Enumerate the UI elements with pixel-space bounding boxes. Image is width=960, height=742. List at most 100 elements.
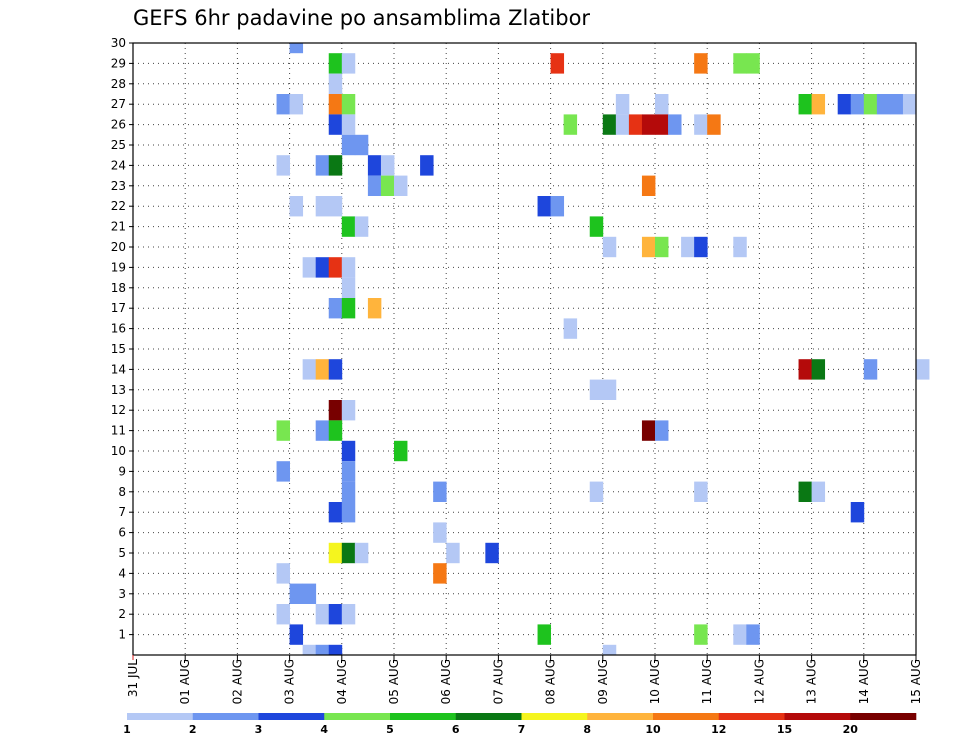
heatmap-cell (341, 481, 356, 502)
x-axis-ticks: 31 JUL 01 AUG 02 AUG 03 AUG 04 AUG 05 AUG 06 A… (126, 655, 923, 704)
chart-title: GEFS 6hr padavine po ansamblima Zlatibor (133, 6, 591, 30)
x-tick-label: 05 AUG (387, 659, 401, 704)
heatmap-cell (276, 461, 290, 482)
y-tick-label: 27 (111, 97, 126, 111)
colorbar-segment (784, 713, 851, 720)
heatmap-cell (380, 155, 395, 176)
heatmap-cell (863, 359, 878, 380)
y-tick-label: 22 (111, 199, 126, 213)
heatmap-cell (367, 298, 382, 319)
x-tick-label: 06 AUG (439, 659, 453, 704)
y-tick-label: 1 (118, 628, 126, 642)
heatmap-cell (602, 379, 617, 400)
heatmap-cell (302, 359, 317, 380)
heatmap-cell (315, 644, 330, 655)
heatmap-cell (694, 53, 708, 74)
x-tick-label: 13 AUG (805, 659, 819, 704)
heatmap-cell (302, 583, 317, 604)
heatmap-cell (341, 114, 356, 135)
x-tick-label: 31 JUL (126, 659, 140, 697)
heatmap-cell (655, 236, 669, 258)
heatmap-cell (694, 481, 708, 502)
y-tick-label: 19 (111, 260, 126, 274)
heatmap-cell (537, 624, 551, 645)
colorbar: 1 2 3 4 5 6 7 8 10 12 15 20 (123, 713, 917, 736)
y-tick-label: 23 (111, 179, 126, 193)
x-tick-label: 03 AUG (283, 659, 297, 704)
x-tick-label: 10 AUG (648, 659, 662, 704)
heatmap-cell (276, 155, 290, 176)
heatmap-cell (341, 257, 356, 278)
heatmap-cell (328, 114, 343, 135)
colorbar-segment (587, 713, 654, 720)
heatmap-cell (341, 216, 356, 237)
heatmap-cell (276, 94, 290, 115)
heatmap-cell (550, 53, 565, 74)
y-tick-label: 15 (111, 342, 126, 356)
heatmap-cell (837, 94, 852, 115)
heatmap-cell (889, 94, 904, 115)
heatmap-cell (746, 624, 760, 645)
heatmap-cell (798, 481, 812, 502)
heatmap-cell (916, 359, 930, 380)
heatmap-cell (589, 481, 604, 502)
heatmap-cell (707, 114, 721, 135)
heatmap-cell (354, 542, 369, 564)
heatmap-cell (563, 318, 578, 339)
heatmap-cell (746, 53, 760, 74)
heatmap-cell (341, 94, 356, 115)
heatmap-cell (315, 257, 330, 278)
heatmap-cell (550, 196, 565, 217)
heatmap-cell (602, 236, 617, 258)
x-tick-label: 12 AUG (752, 659, 766, 704)
heatmap-cell (341, 604, 356, 625)
heatmap-cell (341, 53, 356, 74)
heatmap-cell (341, 542, 356, 564)
heatmap-cell (354, 216, 369, 237)
grid-lines (133, 43, 916, 655)
colorbar-segment (455, 713, 522, 720)
y-tick-label: 7 (118, 505, 126, 519)
x-tick-label: 07 AUG (491, 659, 505, 704)
colorbar-label: 7 (518, 723, 526, 736)
heatmap-cell (328, 196, 343, 217)
heatmap-cell (628, 114, 643, 135)
heatmap-cell (681, 236, 695, 258)
heatmap-cell (902, 94, 917, 115)
heatmap-cell (733, 236, 747, 258)
y-tick-label: 29 (111, 56, 126, 70)
colorbar-segment (127, 713, 194, 720)
heatmap-cell (289, 624, 304, 645)
heatmap-cell (394, 440, 408, 462)
y-tick-label: 2 (118, 607, 126, 621)
y-axis-ticks: 1234567891011121314151617181920212223242… (111, 36, 133, 642)
heatmap-cell (602, 114, 617, 135)
y-tick-label: 20 (111, 240, 126, 254)
y-tick-label: 5 (118, 546, 126, 560)
y-tick-label: 10 (111, 444, 126, 458)
heatmap-cell (289, 583, 304, 604)
y-tick-label: 18 (111, 281, 126, 295)
x-tick-label: 11 AUG (700, 659, 714, 704)
heatmap-cell (315, 359, 330, 380)
heatmap-cell (328, 94, 343, 115)
heatmap-cell (367, 175, 382, 196)
heatmap-cell (394, 175, 408, 196)
heatmap-cell (315, 155, 330, 176)
heatmap-cell (341, 440, 356, 462)
x-tick-label: 08 AUG (544, 659, 558, 704)
heatmap-cell (380, 175, 395, 196)
heatmap-cell (328, 604, 343, 625)
heatmap-cell (655, 94, 669, 115)
heatmap-cell (315, 420, 330, 441)
heatmap-cell (289, 43, 304, 54)
heatmap-cell (641, 175, 656, 196)
y-tick-label: 11 (111, 424, 126, 438)
y-tick-label: 13 (111, 383, 126, 397)
heatmap-cell (602, 644, 617, 655)
heatmap-cell (655, 420, 669, 441)
heatmap-cell (328, 400, 343, 421)
colorbar-segment (718, 713, 785, 720)
heatmap-cell (485, 542, 499, 564)
heatmap-cell (276, 563, 290, 584)
